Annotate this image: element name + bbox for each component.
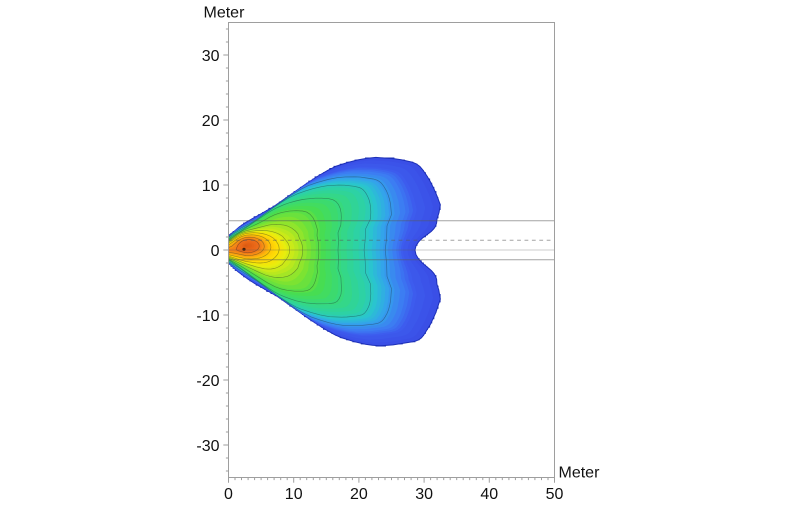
svg-text:30: 30 <box>415 486 433 503</box>
svg-text:10: 10 <box>285 486 303 503</box>
svg-text:0: 0 <box>224 486 233 503</box>
svg-text:10: 10 <box>202 178 220 195</box>
svg-text:40: 40 <box>480 486 498 503</box>
svg-text:50: 50 <box>546 486 564 503</box>
svg-text:Meter: Meter <box>559 465 601 482</box>
svg-text:-30: -30 <box>196 438 219 455</box>
svg-text:Meter: Meter <box>204 5 246 22</box>
svg-text:-20: -20 <box>196 373 219 390</box>
svg-text:-10: -10 <box>196 308 219 325</box>
svg-text:20: 20 <box>350 486 368 503</box>
svg-text:20: 20 <box>202 113 220 130</box>
svg-text:0: 0 <box>211 243 220 260</box>
svg-text:30: 30 <box>202 48 220 65</box>
